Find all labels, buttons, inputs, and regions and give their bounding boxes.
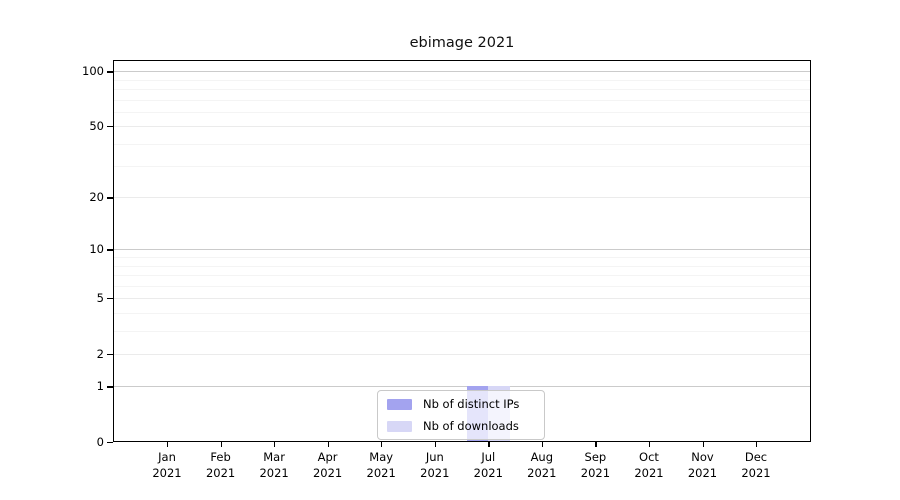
legend: Nb of distinct IPs Nb of downloads [377, 390, 545, 440]
x-tick-2 [274, 442, 276, 447]
legend-swatch-1 [387, 420, 412, 432]
y-tick-label-5: 5 [96, 291, 104, 306]
x-tick-8 [595, 442, 597, 447]
y-tick-0 [107, 442, 113, 444]
x-tick-label-9: Oct 2021 [634, 450, 664, 480]
x-tick-label-7: Aug 2021 [527, 450, 557, 480]
y-tick-label-20: 20 [89, 190, 104, 205]
x-tick-label-6: Jul 2021 [473, 450, 503, 480]
legend-row-0: Nb of distinct IPs [387, 396, 535, 412]
y-tick-label-50: 50 [89, 119, 104, 134]
y-tick-label-0: 0 [96, 435, 104, 449]
y-tick-label-100: 100 [82, 64, 104, 79]
legend-swatch-0 [387, 398, 412, 410]
x-tick-1 [220, 442, 222, 447]
x-tick-label-5: Jun 2021 [420, 450, 450, 480]
x-tick-5 [434, 442, 437, 447]
x-tick-11 [756, 442, 758, 447]
x-tick-label-4: May 2021 [366, 450, 396, 480]
x-tick-10 [702, 442, 704, 447]
y-tick-label-2: 2 [96, 346, 104, 361]
x-tick-label-1: Feb 2021 [205, 450, 236, 480]
x-tick-label-8: Sep 2021 [580, 450, 611, 480]
x-tick-label-10: Nov 2021 [687, 450, 718, 480]
x-tick-label-0: Jan 2021 [152, 450, 182, 480]
legend-label-0: Nb of distinct IPs [423, 397, 520, 411]
legend-row-1: Nb of downloads [387, 418, 535, 434]
x-tick-6 [488, 442, 490, 447]
plot-frame [113, 60, 811, 442]
x-tick-label-11: Dec 2021 [741, 450, 771, 480]
x-tick-3 [327, 442, 329, 447]
x-tick-label-3: Apr 2021 [312, 450, 343, 480]
x-tick-4 [381, 442, 383, 447]
x-tick-9 [649, 442, 651, 447]
x-tick-7 [541, 442, 544, 447]
y-tick-label-1: 1 [96, 379, 104, 394]
x-tick-label-2: Mar 2021 [259, 450, 289, 480]
chart-title: ebimage 2021 [409, 35, 515, 51]
y-tick-label-10: 10 [89, 242, 104, 257]
legend-label-1: Nb of downloads [423, 419, 519, 433]
x-tick-0 [167, 442, 169, 447]
